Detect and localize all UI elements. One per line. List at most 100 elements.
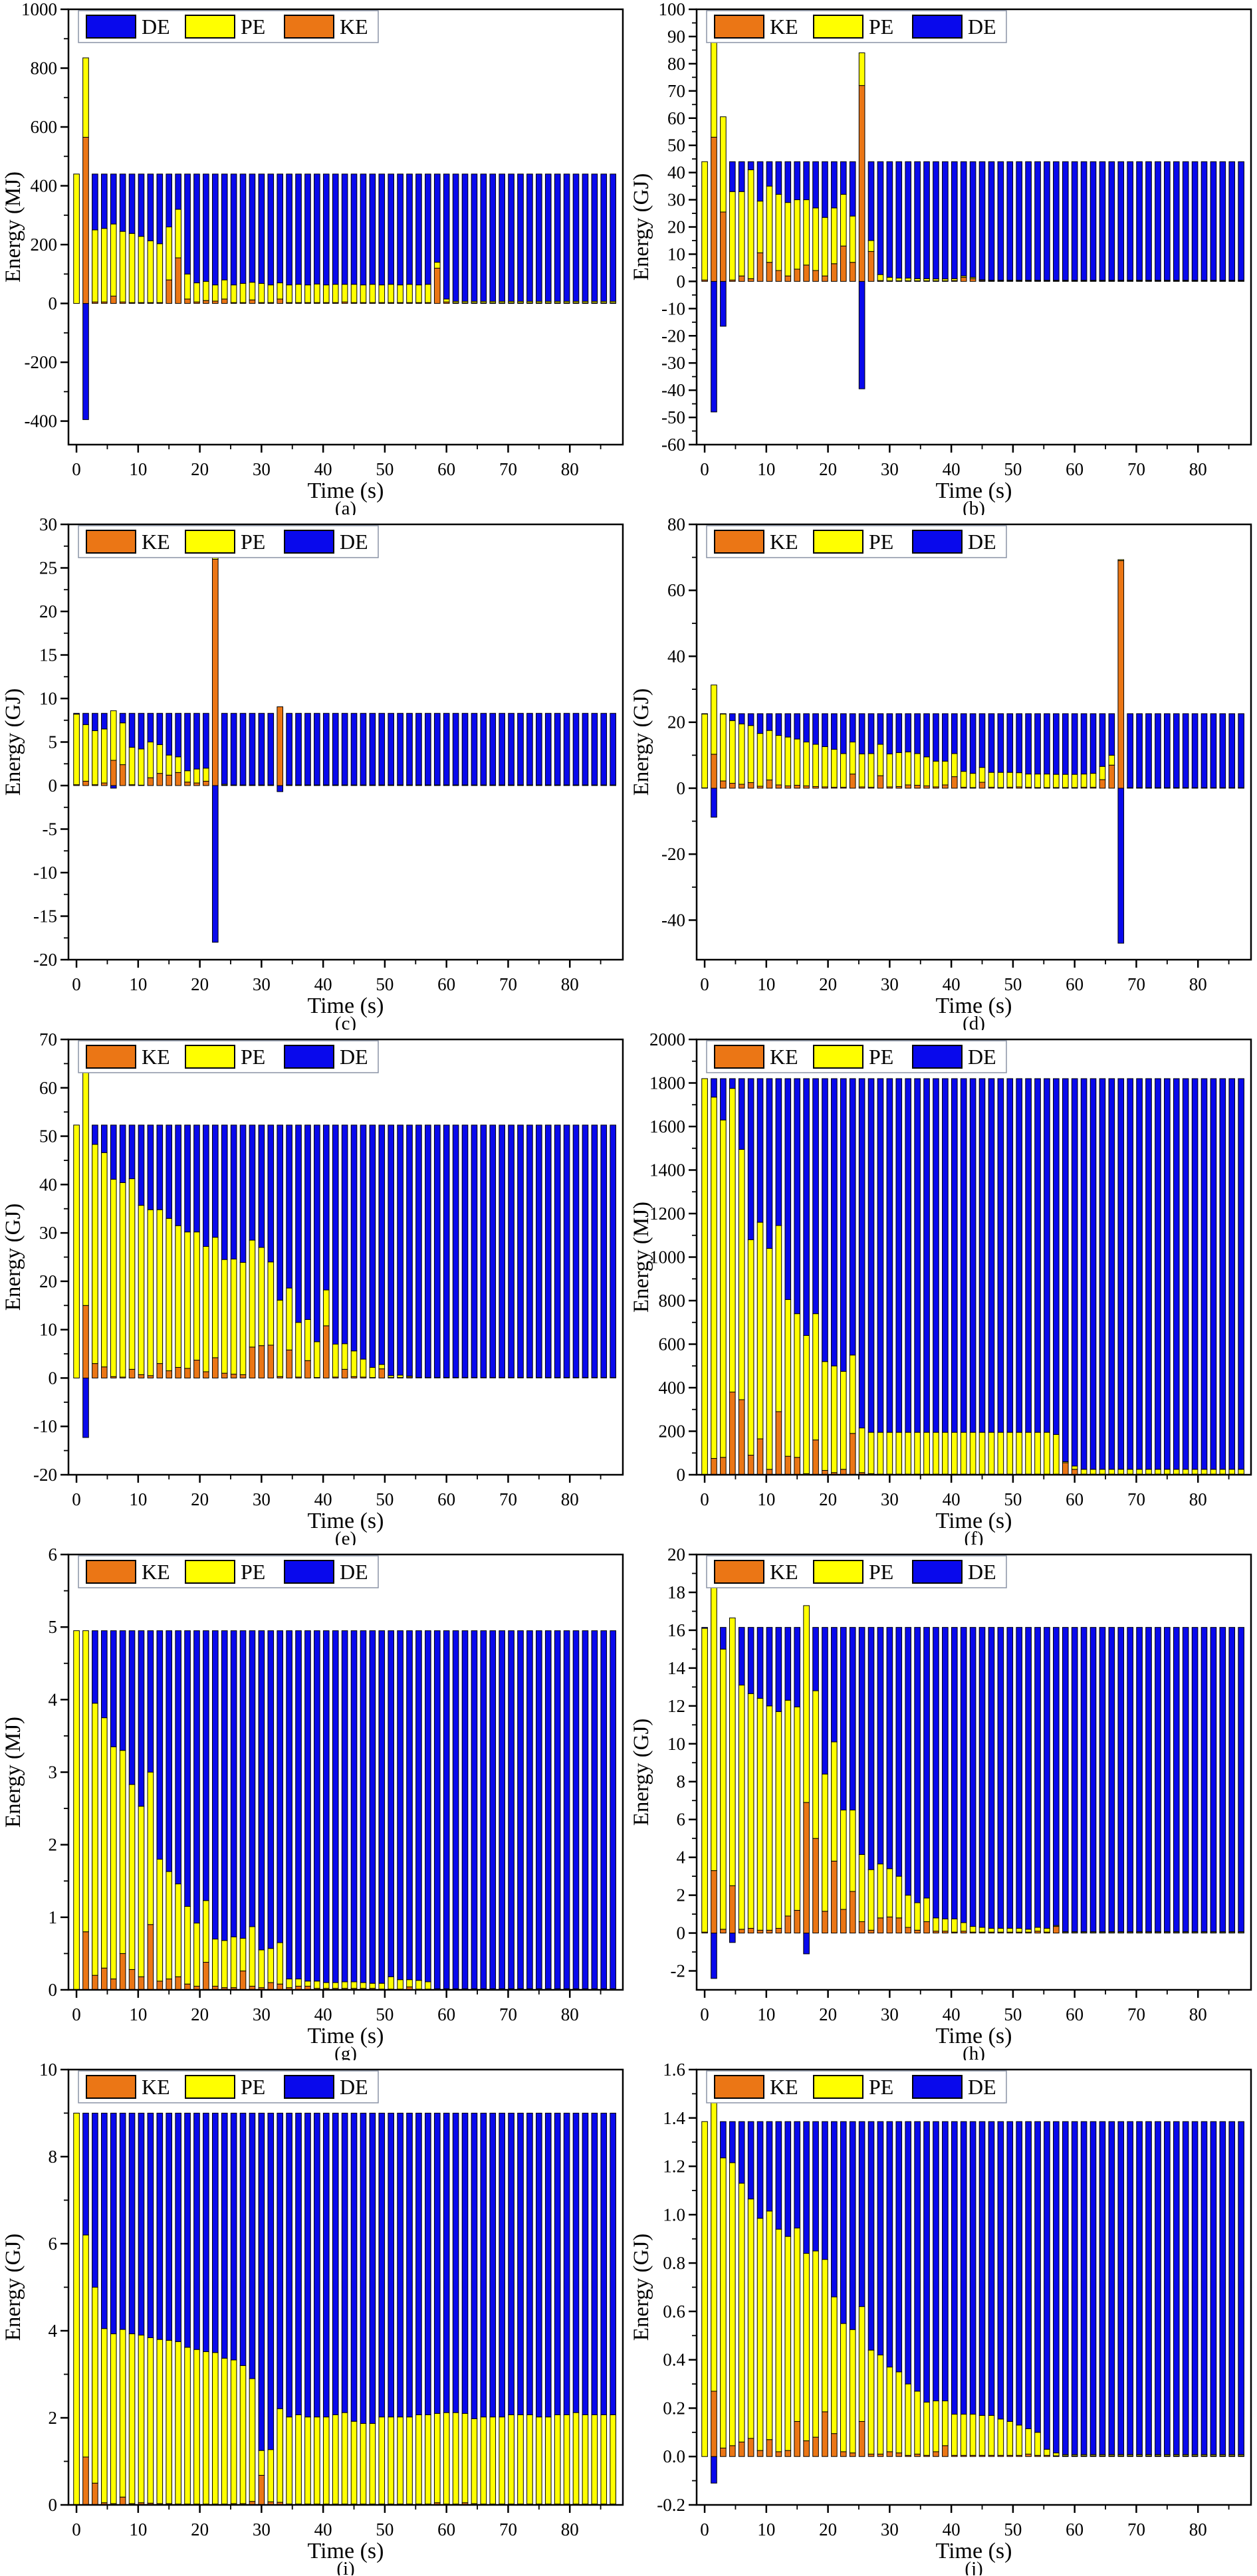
tick-labels: -20 -10 0 10 20 30 40 50 60 70 0 10 20 30 40 50 60 70 80 [33, 1030, 579, 1509]
x-tick-label: 20 [191, 459, 209, 479]
y-axis-title: Energy (MJ) [1, 171, 25, 282]
x-tick-label: 30 [253, 459, 271, 479]
y-tick-label: 25 [39, 558, 57, 578]
x-tick-label: 80 [1189, 1489, 1207, 1509]
y-tick-label: 60 [667, 580, 685, 600]
x-tick-label: 60 [1066, 459, 1084, 479]
y-tick-label: 16 [667, 1620, 685, 1640]
tick-labels: -60-50-40-30-20-100102030405060708090100… [659, 0, 1207, 479]
legend-label-ke: KE [142, 530, 170, 554]
y-tick-label: -10 [33, 863, 57, 883]
axis-titles: Energy (GJ) Time (s)(j) [629, 2234, 1012, 2575]
y-tick-label: 1000 [649, 1247, 685, 1267]
legend: KE PE DE [78, 2070, 379, 2103]
x-tick-label: 10 [129, 459, 147, 479]
chart-svg-j: -0.2 0.0 0.2 0.4 0.6 0.8 1.0 1.2 1.4 1.6 0 10 20 30 40… [629, 2060, 1252, 2575]
x-tick-label: 50 [376, 1489, 394, 1509]
x-axis-title: Time (s) [308, 2539, 384, 2563]
y-axis-title: Energy (GJ) [1, 1204, 25, 1311]
x-tick-label: 20 [819, 974, 837, 994]
x-tick-label: 0 [72, 459, 81, 479]
y-tick-label: 6 [677, 1810, 686, 1830]
y-tick-label: 70 [39, 1030, 57, 1049]
x-tick-label: 40 [314, 1489, 332, 1509]
x-tick-label: 80 [561, 2004, 579, 2024]
x-axis-title: Time (s) [308, 994, 384, 1018]
chart-svg-i: 0 2 4 6 8 10 0 10 20 30 40 50 60 70 80 Energy (GJ) Time … [1, 2060, 624, 2575]
y-tick-label: 0 [49, 776, 58, 796]
legend-label-ke: KE [340, 15, 368, 39]
chart-svg-c: -20 -15 -10 -5 0 5 10 15 20 25 30 0 10 20 30 40 50 60 70 80… [1, 515, 624, 1030]
legend-label-de: DE [968, 15, 996, 39]
tick-labels: -0.2 0.0 0.2 0.4 0.6 0.8 1.0 1.2 1.4 1.6 0 10 20 30 40… [657, 2060, 1206, 2539]
y-tick-label: -40 [661, 380, 685, 400]
x-tick-label: 80 [561, 2520, 579, 2539]
chart-svg-b: -60-50-40-30-20-100102030405060708090100… [629, 0, 1252, 515]
y-tick-label: 60 [667, 108, 685, 128]
legend-label-pe: PE [869, 1560, 893, 1584]
y-axis-title: Energy (MJ) [629, 1202, 653, 1313]
x-axis-title: Time (s) [308, 1509, 384, 1533]
y-axis-title: Energy (GJ) [1, 689, 25, 796]
x-tick-label: 60 [437, 2520, 455, 2539]
y-tick-label: -20 [661, 844, 685, 864]
x-tick-label: 20 [191, 2004, 209, 2024]
legend-swatch-ke [284, 15, 334, 39]
chart-b: -60 -50 -40 -30 -20 -10 0 10 20 30 40 50 60 70 80 90 100… [628, 0, 1256, 515]
legend-label-ke: KE [770, 1045, 798, 1069]
y-tick-label: 2000 [649, 1030, 685, 1049]
y-tick-label: 400 [31, 176, 58, 196]
y-tick-label: -10 [33, 1416, 57, 1436]
x-tick-label: 70 [499, 1489, 517, 1509]
chart-f: 0 200 400 600 800 1000 1200 1400 1600 1800 2000 0 10… [628, 1030, 1256, 1545]
y-tick-label: 0 [49, 2495, 58, 2515]
legend-label-de: DE [968, 2075, 996, 2099]
y-tick-label: 30 [39, 1223, 57, 1243]
legend: KE PE DE [706, 1555, 1007, 1588]
y-tick-label: 4 [49, 1689, 58, 1709]
bars [73, 1630, 616, 1990]
legend-label-ke: KE [142, 2075, 170, 2099]
y-tick-label: 0.0 [663, 2446, 685, 2466]
chart-caption: (a) [335, 498, 356, 515]
legend-swatch-de [284, 2075, 334, 2099]
axes [689, 1038, 1252, 1483]
y-tick-label: 10 [39, 689, 57, 708]
legend-label-de: DE [968, 530, 996, 554]
legend-swatch-pe [813, 2075, 863, 2099]
legend: KE PE DE [78, 1040, 379, 1073]
y-tick-label: 8 [677, 1772, 686, 1792]
x-tick-label: 10 [129, 974, 147, 994]
x-tick-label: 30 [881, 2004, 899, 2024]
legend-label-ke: KE [770, 15, 798, 39]
x-tick-label: 50 [376, 2520, 394, 2539]
y-tick-label: 1600 [649, 1117, 685, 1136]
bars [701, 2095, 1244, 2484]
legend-label-pe: PE [241, 15, 265, 39]
x-tick-label: 50 [376, 974, 394, 994]
y-tick-label: 6 [49, 1545, 58, 1564]
axis-titles: Energy (MJ) Time (s)(g) [1, 1717, 384, 2060]
x-tick-label: 0 [72, 2004, 81, 2024]
x-tick-label: 10 [129, 1489, 147, 1509]
legend-label-ke: KE [142, 1560, 170, 1584]
legend-swatch-pe [813, 1560, 863, 1584]
y-tick-label: -20 [33, 950, 57, 970]
x-tick-label: 40 [314, 2520, 332, 2539]
y-tick-label: 1 [49, 1907, 58, 1927]
x-tick-label: 70 [499, 2520, 517, 2539]
chart-g: 0 1 2 3 4 5 6 0 10 20 30 40 50 60 70 80 Energy (MJ) Time … [0, 1545, 628, 2060]
x-tick-label: 40 [943, 2520, 961, 2539]
x-tick-label: 70 [499, 2004, 517, 2024]
x-tick-label: 50 [1004, 1489, 1022, 1509]
y-tick-label: 10 [39, 2060, 57, 2080]
x-tick-label: 0 [700, 1489, 709, 1509]
y-tick-label: 10 [39, 1320, 57, 1340]
x-tick-label: 70 [1127, 2004, 1145, 2024]
y-tick-label: 20 [667, 1545, 685, 1564]
chart-caption: (d) [963, 1013, 985, 1030]
y-tick-label: -50 [661, 407, 685, 427]
chart-svg-a: -400 -200 0 200 400 600 800 1000 0 10 20 30 40 50 60 70… [1, 0, 624, 515]
y-tick-label: 2 [49, 2408, 58, 2428]
